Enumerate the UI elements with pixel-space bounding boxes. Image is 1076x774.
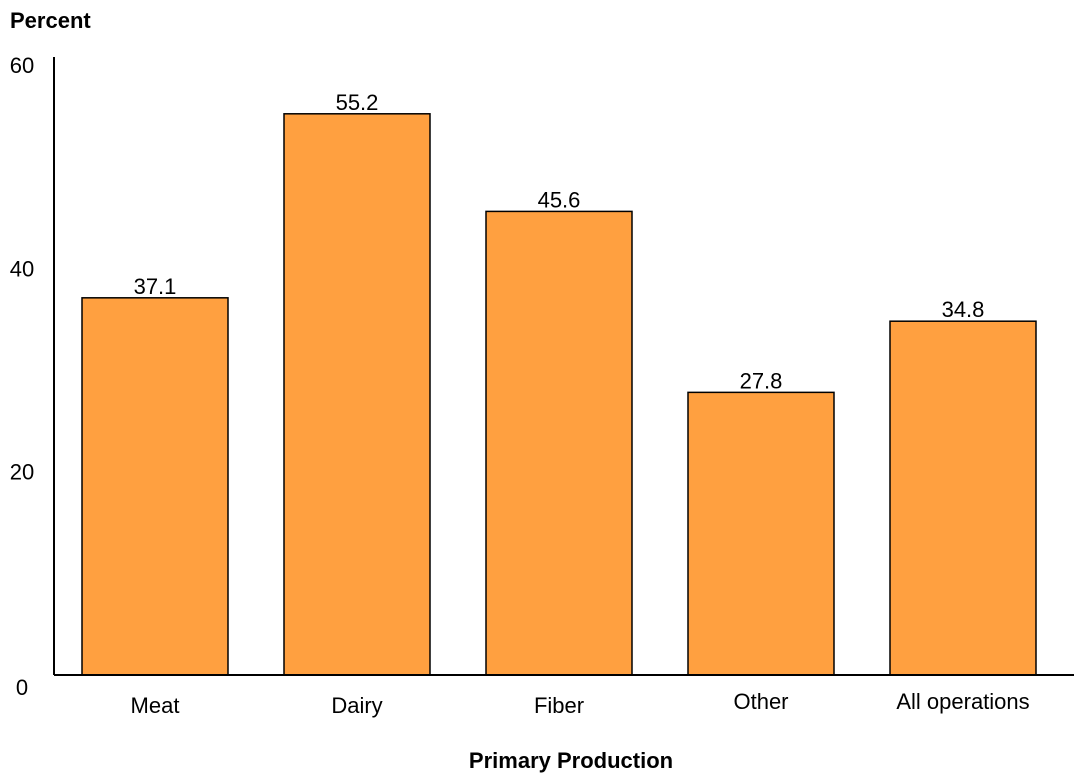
y-tick-label: 20 [10, 460, 34, 485]
bar-value-label: 37.1 [134, 274, 177, 299]
y-axis-title: Percent [10, 8, 91, 33]
category-label: Other [733, 689, 788, 714]
bar-value-label: 34.8 [942, 297, 985, 322]
y-tick-label: 0 [16, 675, 28, 700]
bar-value-label: 27.8 [740, 368, 783, 393]
bar-meat [81, 297, 229, 676]
category-label: Dairy [331, 693, 382, 718]
bar-all-operations [889, 320, 1037, 676]
bar-dairy [283, 113, 431, 676]
bar-value-label: 55.2 [336, 90, 379, 115]
y-axis-ticks: 0 20 40 60 [10, 53, 34, 700]
data-labels-group: 37.1 55.2 45.6 27.8 34.8 [134, 90, 985, 394]
y-tick-label: 40 [10, 256, 34, 281]
bar-other [687, 391, 835, 676]
category-label: All operations [896, 689, 1029, 714]
bar-fiber [485, 210, 633, 676]
category-labels-group: Meat Dairy Fiber Other All operations [131, 689, 1030, 718]
bars-group [81, 113, 1037, 676]
y-tick-label: 60 [10, 53, 34, 78]
x-axis-title: Primary Production [469, 748, 673, 773]
category-label: Fiber [534, 693, 584, 718]
category-label: Meat [131, 693, 180, 718]
bar-value-label: 45.6 [538, 187, 581, 212]
